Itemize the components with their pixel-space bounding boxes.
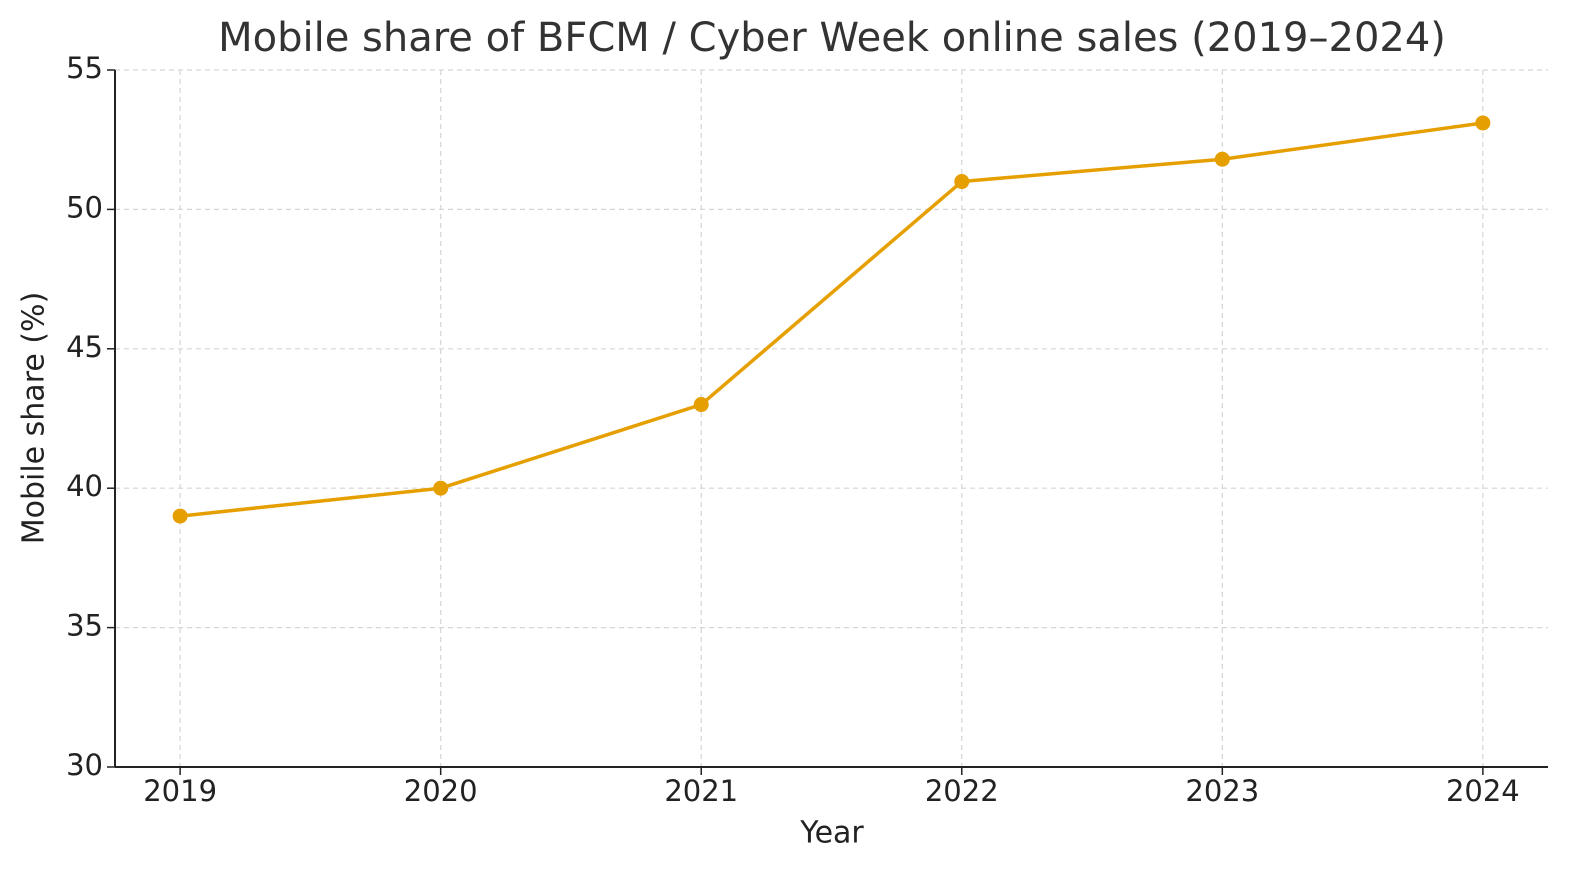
x-tick-label: 2020 xyxy=(404,774,478,808)
y-tick-label: 50 xyxy=(66,190,103,224)
point xyxy=(1214,151,1230,167)
x-tick-label: 2023 xyxy=(1185,774,1259,808)
chart-title: Mobile share of BFCM / Cyber Week online… xyxy=(218,15,1446,61)
x-tick-label: 2021 xyxy=(664,774,738,808)
y-tick-label: 45 xyxy=(66,330,103,364)
point xyxy=(1475,115,1491,131)
y-tick-label: 40 xyxy=(66,469,103,503)
x-tick-label: 2022 xyxy=(925,774,999,808)
x-axis-label: Year xyxy=(799,816,864,851)
x-tick-label: 2024 xyxy=(1446,774,1520,808)
line xyxy=(179,121,1484,518)
point xyxy=(954,174,970,190)
y-axis-label: Mobile share (%) xyxy=(17,292,52,545)
point xyxy=(693,397,709,413)
point xyxy=(172,508,188,524)
x-tick-label: 2019 xyxy=(143,774,217,808)
point xyxy=(433,480,449,496)
y-tick-label: 30 xyxy=(66,748,103,782)
y-tick-label: 55 xyxy=(66,51,103,85)
y-tick-label: 35 xyxy=(66,609,103,643)
